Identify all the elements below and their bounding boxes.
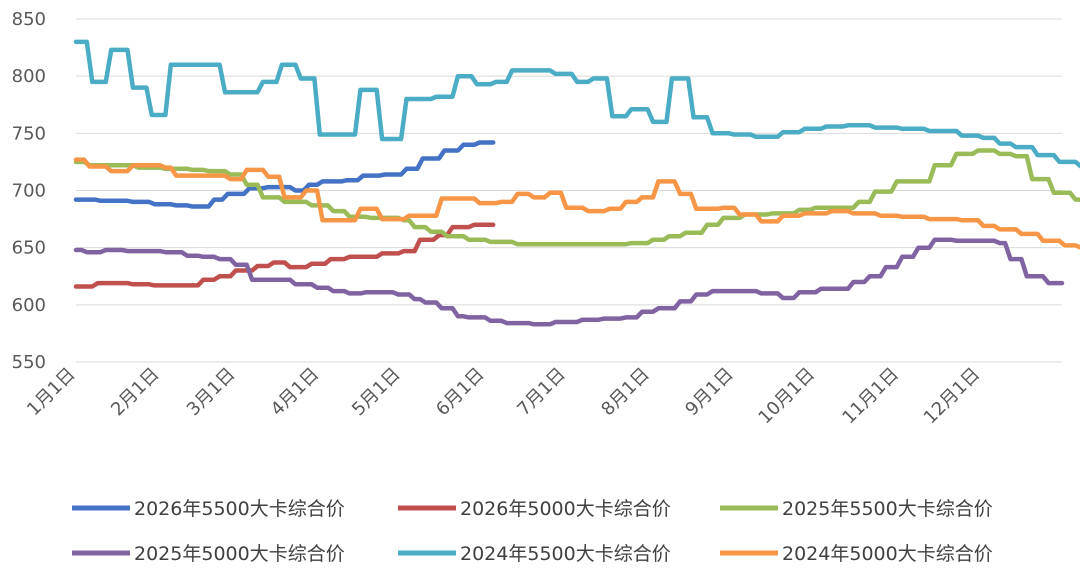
y-tick-label: 750 <box>12 123 46 144</box>
legend-item-6: 2024年5000大卡综合价 <box>720 543 993 565</box>
x-tick-label: 9月1日 <box>681 364 738 421</box>
x-tick-label: 5月1日 <box>348 364 405 421</box>
legend-item-2: 2026年5000大卡综合价 <box>398 498 671 520</box>
legend-item-3: 2025年5500大卡综合价 <box>720 498 993 520</box>
legend-label: 2025年5500大卡综合价 <box>782 498 993 520</box>
x-tick-label: 8月1日 <box>597 364 654 421</box>
legend-item-5: 2024年5500大卡综合价 <box>398 543 671 565</box>
series-line-3 <box>73 148 1080 247</box>
series-line-2 <box>73 222 496 289</box>
legend-label: 2024年5500大卡综合价 <box>460 543 671 565</box>
x-tick-label: 6月1日 <box>432 364 489 421</box>
x-tick-label: 2月1日 <box>107 364 164 421</box>
y-tick-label: 850 <box>12 9 46 30</box>
gridlines <box>76 18 1062 363</box>
x-tick-label: 10月1日 <box>754 364 819 429</box>
y-tick-label: 700 <box>12 181 46 202</box>
legend-item-1: 2026年5500大卡综合价 <box>72 498 345 520</box>
y-tick-label: 650 <box>12 238 46 259</box>
legend-label: 2025年5000大卡综合价 <box>134 543 345 565</box>
legend: 2026年5500大卡综合价 2026年5000大卡综合价 2025年5500大卡综… <box>72 498 993 565</box>
x-tick-label: 7月1日 <box>513 364 570 421</box>
legend-label: 2026年5500大卡综合价 <box>134 498 345 520</box>
x-tick-label: 4月1日 <box>267 364 324 421</box>
y-axis: 550 600 650 700 750 800 850 <box>12 9 46 373</box>
series-line-5 <box>73 39 1080 169</box>
legend-label: 2024年5000大卡综合价 <box>782 543 993 565</box>
x-tick-label: 12月1日 <box>920 364 985 429</box>
y-tick-label: 600 <box>12 295 46 316</box>
y-tick-label: 550 <box>12 352 46 373</box>
x-tick-label: 11月1日 <box>838 364 903 429</box>
x-axis: 1月1日 2月1日 3月1日 4月1日 5月1日 6月1日 7月1日 8月1日 9月1日 10月1… <box>23 364 984 429</box>
legend-label: 2026年5000大卡综合价 <box>460 498 671 520</box>
series-lines <box>73 39 1080 327</box>
series-line-1 <box>73 140 496 209</box>
series-line-4 <box>73 237 1065 327</box>
series-line-6 <box>73 157 1080 250</box>
x-tick-label: 3月1日 <box>183 364 240 421</box>
y-tick-label: 800 <box>12 66 46 87</box>
legend-item-4: 2025年5000大卡综合价 <box>72 543 345 565</box>
